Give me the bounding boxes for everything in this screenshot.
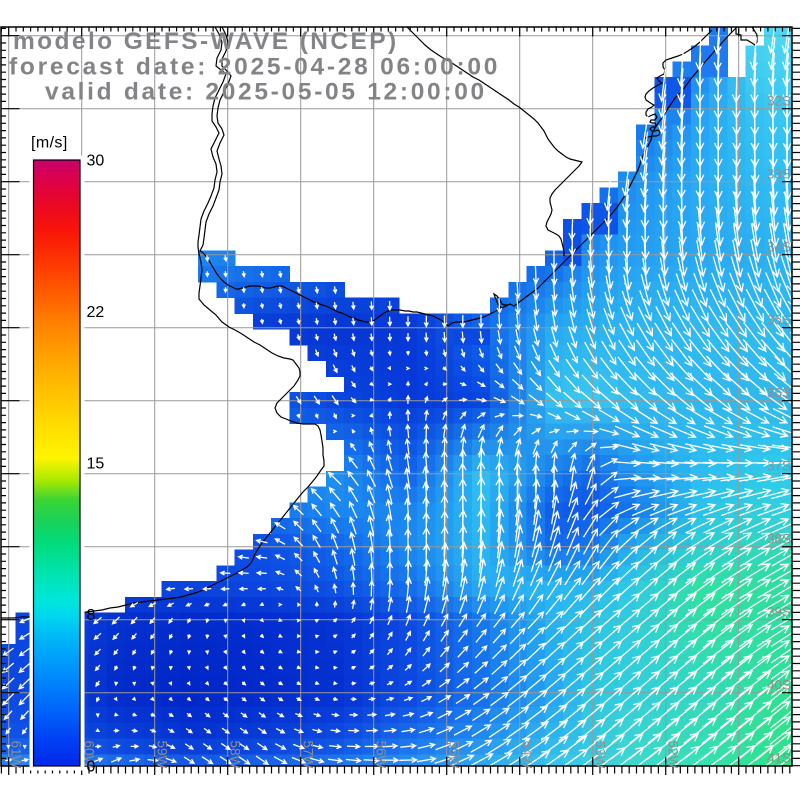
svg-text:53W: 53W: [593, 741, 608, 769]
svg-text:60W: 60W: [82, 741, 97, 769]
svg-text:39S: 39S: [767, 605, 791, 620]
svg-text:40S: 40S: [767, 678, 791, 693]
svg-text:valid date: 2025-05-05 12:00:0: valid date: 2025-05-05 12:00:00: [45, 79, 487, 106]
svg-text:55W: 55W: [447, 741, 462, 769]
svg-text:8: 8: [87, 607, 96, 624]
svg-text:38S: 38S: [767, 532, 791, 547]
svg-text:41S: 41S: [767, 751, 791, 766]
svg-text:59W: 59W: [155, 741, 170, 769]
svg-text:30: 30: [87, 153, 105, 170]
svg-text:forecast date: 2025-04-28 06:0: forecast date: 2025-04-28 06:00:00: [9, 54, 500, 81]
svg-text:36S: 36S: [767, 386, 791, 401]
svg-text:57W: 57W: [301, 741, 316, 769]
svg-text:22: 22: [87, 304, 105, 321]
svg-text:35S: 35S: [767, 313, 791, 328]
svg-text:56W: 56W: [374, 741, 389, 769]
svg-text:33S: 33S: [767, 167, 791, 182]
svg-text:32S: 32S: [767, 94, 791, 109]
svg-text:[m/s]: [m/s]: [31, 135, 68, 152]
svg-text:15: 15: [87, 456, 105, 473]
svg-text:61W: 61W: [9, 741, 24, 769]
svg-text:34S: 34S: [767, 240, 791, 255]
svg-text:modelo GEFS-WAVE (NCEP): modelo GEFS-WAVE (NCEP): [13, 28, 399, 55]
svg-text:0: 0: [87, 759, 96, 776]
svg-text:37S: 37S: [767, 459, 791, 474]
svg-text:54W: 54W: [520, 741, 535, 769]
svg-text:52W: 52W: [666, 741, 681, 769]
svg-text:58W: 58W: [228, 741, 243, 769]
